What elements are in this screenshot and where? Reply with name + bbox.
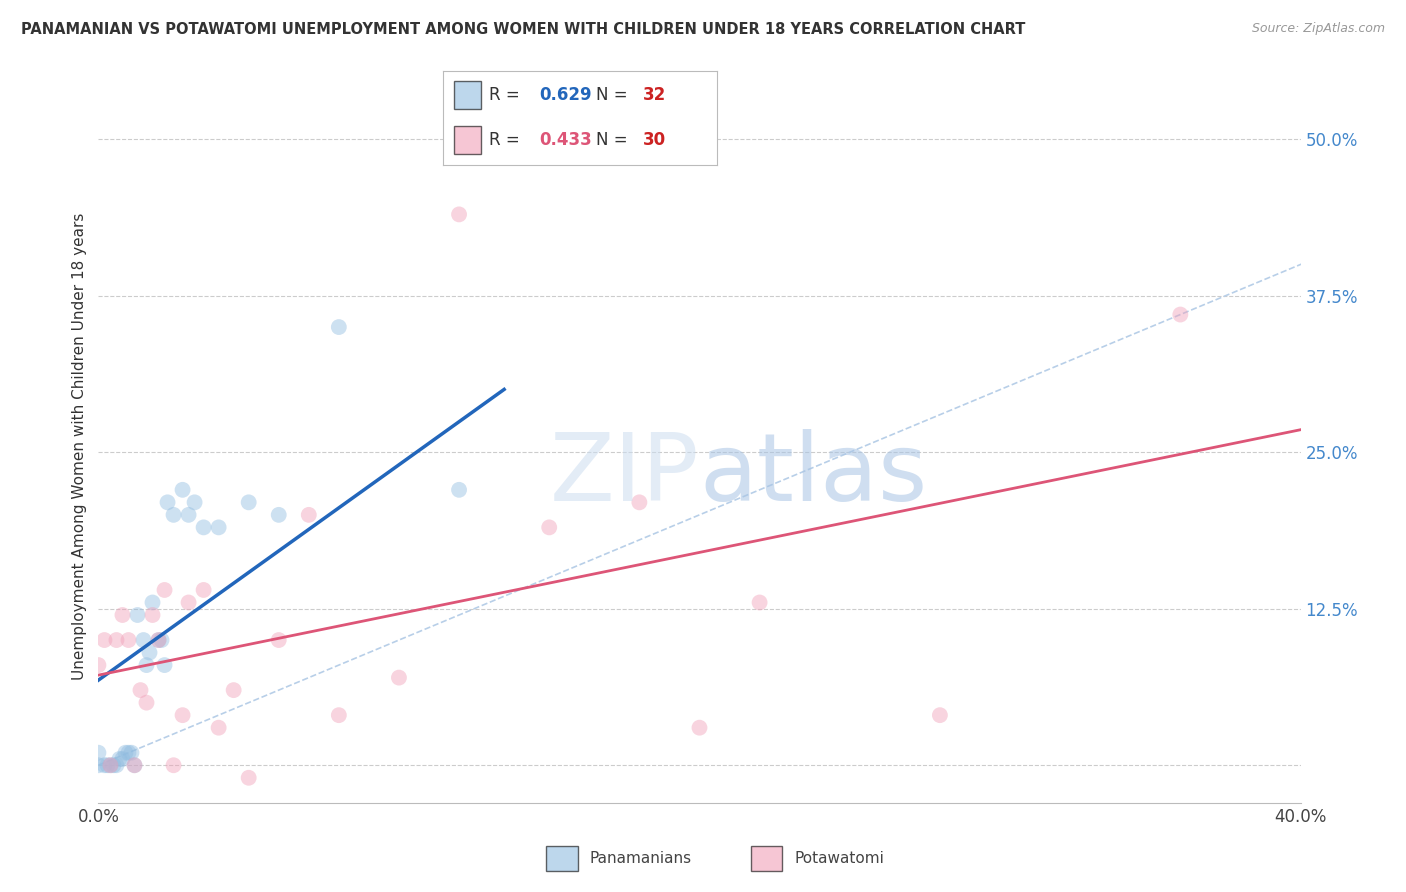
Point [105,633,128,648]
Point [328,320,350,334]
Point [172,483,194,497]
Point [162,758,184,772]
Text: Potawatomi: Potawatomi [794,851,884,866]
Point [162,508,184,522]
Point [93,633,115,648]
Point [87,746,110,760]
Point [111,607,134,622]
Text: 30: 30 [643,131,666,149]
Point [124,758,146,772]
Point [628,495,651,509]
Point [132,633,155,648]
Point [153,582,176,597]
Point [208,520,231,534]
Point [748,595,770,609]
Point [96,758,118,772]
Point [93,758,115,772]
Point [156,495,179,509]
Point [222,683,245,698]
Text: R =: R = [489,131,526,149]
Point [238,771,260,785]
Point [121,746,143,760]
Text: 32: 32 [643,86,666,103]
Point [538,520,561,534]
Text: N =: N = [596,86,633,103]
Text: Panamanians: Panamanians [589,851,692,866]
Point [447,207,470,221]
FancyBboxPatch shape [454,81,481,109]
Point [105,758,128,772]
Point [129,683,152,698]
Text: PANAMANIAN VS POTAWATOMI UNEMPLOYMENT AMONG WOMEN WITH CHILDREN UNDER 18 YEARS C: PANAMANIAN VS POTAWATOMI UNEMPLOYMENT AM… [21,22,1025,37]
Point [148,633,170,648]
Point [150,633,173,648]
Point [100,758,122,772]
Point [328,708,350,723]
Point [298,508,321,522]
Point [177,595,200,609]
Point [208,721,231,735]
Point [238,495,260,509]
Text: Source: ZipAtlas.com: Source: ZipAtlas.com [1251,22,1385,36]
Point [177,508,200,522]
FancyBboxPatch shape [546,847,578,871]
Text: 0.433: 0.433 [538,131,592,149]
Text: R =: R = [489,86,526,103]
Text: ZIP: ZIP [550,428,699,521]
Point [87,658,110,673]
Point [193,582,215,597]
Point [127,607,149,622]
Point [267,633,290,648]
Point [117,633,139,648]
Point [1170,308,1192,322]
Point [267,508,290,522]
Point [117,746,139,760]
FancyBboxPatch shape [454,126,481,153]
Point [388,671,411,685]
Point [114,746,136,760]
Y-axis label: Unemployment Among Women with Children Under 18 years: Unemployment Among Women with Children U… [72,212,87,680]
Point [153,658,176,673]
Text: atlas: atlas [699,428,928,521]
Point [135,696,157,710]
Point [108,752,131,766]
FancyBboxPatch shape [751,847,782,871]
Point [929,708,952,723]
Point [141,595,163,609]
Point [141,607,163,622]
Point [193,520,215,534]
Point [183,495,205,509]
Point [135,658,157,673]
Text: 0.629: 0.629 [538,86,592,103]
Point [148,633,170,648]
Point [172,708,194,723]
Point [124,758,146,772]
Point [111,752,134,766]
Text: N =: N = [596,131,633,149]
Point [87,758,110,772]
Point [138,646,160,660]
Point [447,483,470,497]
Point [688,721,710,735]
Point [100,758,122,772]
Point [103,758,125,772]
